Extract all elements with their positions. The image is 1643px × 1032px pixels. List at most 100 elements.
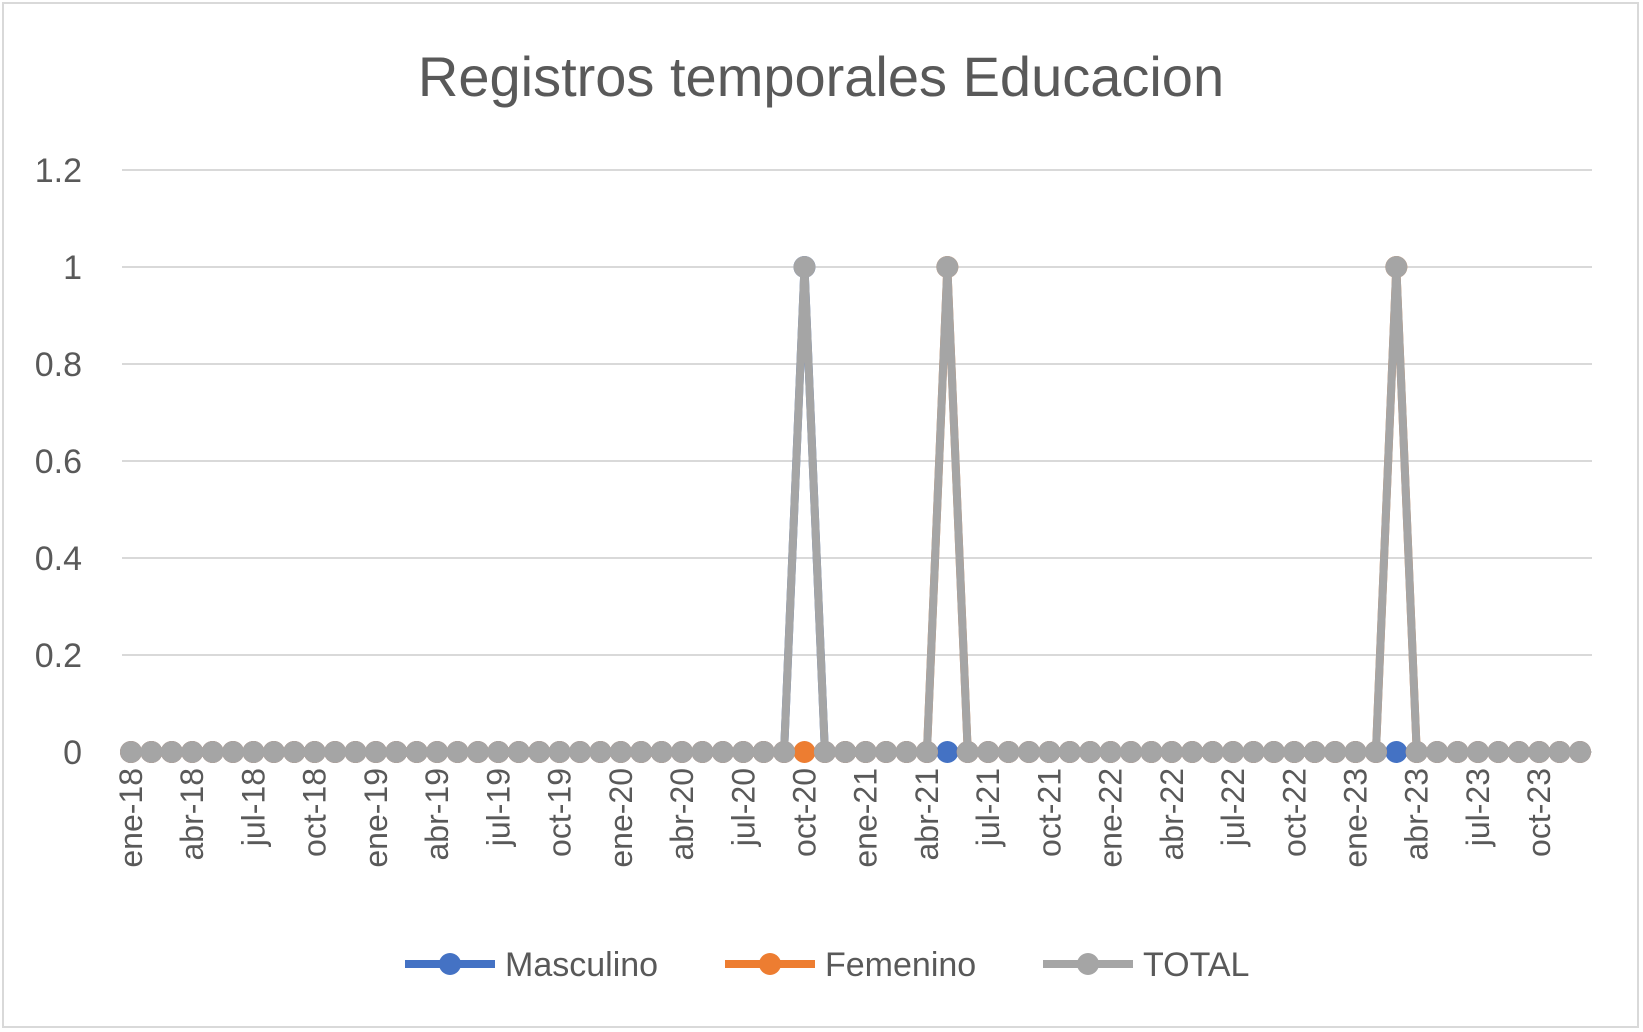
gridlines: [122, 169, 1592, 753]
data-point: [1446, 741, 1469, 763]
data-point: [834, 741, 857, 763]
data-point: [793, 256, 816, 278]
data-point: [120, 741, 142, 763]
data-point: [773, 741, 796, 763]
x-axis-ticks: ene-18 abr-18 jul-18 oct-18 ene-19 abr-19 jul-…: [113, 768, 1557, 868]
y-tick-label: 1.2: [35, 152, 82, 190]
data-point: [1058, 741, 1081, 763]
data-point: [1569, 741, 1591, 763]
data-point: [446, 741, 469, 763]
data-point: [813, 741, 836, 763]
data-point: [1262, 741, 1285, 763]
x-tick-label: oct-22: [1276, 768, 1312, 857]
x-tick-label: abr-23: [1399, 768, 1435, 861]
data-point: [1507, 741, 1530, 763]
x-tick-label: oct-23: [1521, 768, 1557, 857]
legend-marker: [759, 953, 781, 975]
x-tick-label: abr-20: [664, 768, 700, 861]
legend-marker: [1077, 953, 1099, 975]
series-line: [131, 263, 1580, 756]
data-point: [793, 741, 816, 763]
data-point: [1548, 741, 1571, 763]
legend-label: Femenino: [825, 946, 976, 984]
data-point: [691, 741, 714, 763]
data-point: [650, 741, 673, 763]
data-point: [1181, 741, 1204, 763]
chart-title: Registros temporales Educacion: [418, 45, 1224, 108]
data-point: [671, 741, 694, 763]
data-point: [854, 741, 877, 763]
data-point: [1079, 741, 1102, 763]
legend-label: TOTAL: [1143, 946, 1249, 984]
data-point: [303, 741, 326, 763]
legend: Masculino Femenino TOTAL: [405, 946, 1249, 984]
series-layer: [120, 256, 1591, 763]
data-point: [732, 741, 755, 763]
data-point: [1099, 741, 1122, 763]
data-point: [1017, 741, 1040, 763]
data-point: [1283, 741, 1306, 763]
y-tick-label: 0.4: [35, 540, 82, 578]
series-femenino: [120, 256, 1591, 763]
data-point: [1038, 741, 1061, 763]
x-tick-label: oct-19: [542, 768, 578, 857]
data-point: [1222, 741, 1245, 763]
x-tick-label: jul-18: [235, 768, 271, 847]
data-point: [1140, 741, 1163, 763]
data-point: [487, 741, 510, 763]
data-point: [956, 741, 979, 763]
y-tick-label: 0.8: [35, 346, 82, 384]
data-point: [1405, 741, 1428, 763]
data-point: [1385, 256, 1408, 278]
legend-item: TOTAL: [1043, 946, 1249, 984]
data-point: [222, 741, 245, 763]
data-point: [324, 741, 347, 763]
data-point: [262, 741, 285, 763]
data-point: [568, 741, 591, 763]
x-tick-label: ene-18: [113, 768, 149, 868]
data-point: [528, 741, 551, 763]
data-point: [875, 741, 898, 763]
data-point: [1528, 741, 1551, 763]
series-total: [120, 256, 1591, 763]
data-point: [405, 741, 428, 763]
data-point: [1426, 741, 1449, 763]
x-tick-label: oct-21: [1031, 768, 1067, 857]
x-tick-label: ene-20: [603, 768, 639, 868]
data-point: [1466, 741, 1489, 763]
legend-label: Masculino: [505, 946, 658, 984]
x-tick-label: oct-20: [786, 768, 822, 857]
y-tick-label: 0.2: [35, 637, 82, 675]
x-tick-label: jul-23: [1460, 768, 1496, 847]
data-point: [711, 741, 734, 763]
data-point: [364, 741, 387, 763]
x-tick-label: ene-23: [1338, 768, 1374, 868]
data-point: [385, 741, 408, 763]
legend-marker: [439, 953, 461, 975]
data-point: [283, 741, 306, 763]
data-point: [1201, 741, 1224, 763]
y-tick-label: 0: [63, 734, 82, 772]
data-point: [1487, 741, 1510, 763]
x-tick-label: jul-21: [970, 768, 1006, 847]
x-tick-label: abr-18: [174, 768, 210, 861]
data-point: [242, 741, 265, 763]
data-point: [936, 741, 959, 763]
data-point: [997, 741, 1020, 763]
data-point: [936, 256, 959, 278]
data-point: [1385, 741, 1408, 763]
x-tick-label: jul-22: [1215, 768, 1251, 847]
data-point: [344, 741, 367, 763]
data-point: [630, 741, 653, 763]
data-point: [201, 741, 224, 763]
data-point: [977, 741, 1000, 763]
y-axis-ticks: 0 0.2 0.4 0.6 0.8 1 1.2: [35, 152, 82, 772]
data-point: [1120, 741, 1143, 763]
x-tick-label: abr-21: [909, 768, 945, 861]
data-point: [1160, 741, 1183, 763]
y-tick-label: 1: [63, 249, 82, 287]
data-point: [1303, 741, 1326, 763]
data-point: [466, 741, 489, 763]
